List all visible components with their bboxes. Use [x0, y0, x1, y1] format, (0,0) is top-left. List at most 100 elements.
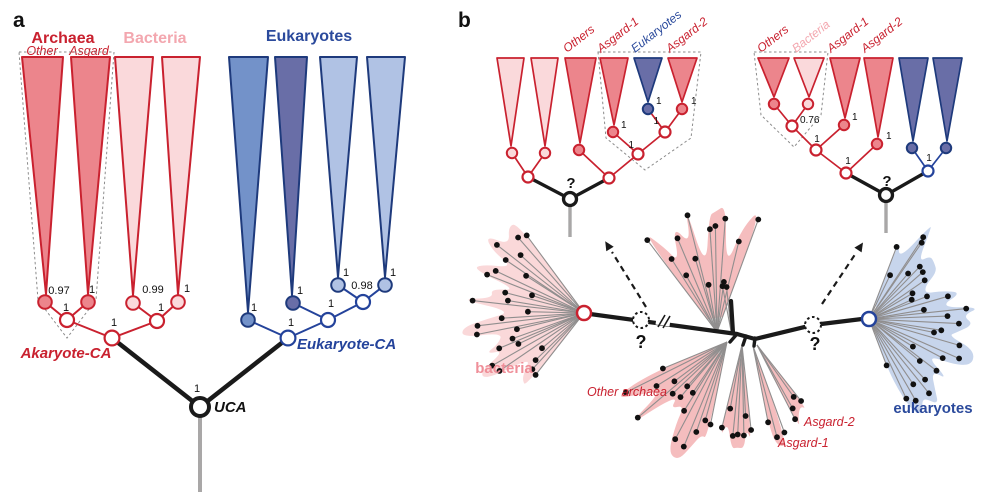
asgard-eukaryote-clade-box — [597, 51, 702, 171]
tip-dot — [909, 290, 916, 297]
tip-dot — [883, 362, 890, 369]
tip-branch — [477, 312, 585, 327]
root-question-mark: ? — [566, 175, 575, 192]
root-node — [877, 186, 895, 204]
internal-node — [839, 166, 853, 180]
support-value: 1 — [194, 383, 200, 395]
tip-dot — [729, 433, 736, 439]
tip-dot — [681, 407, 687, 414]
tip-branch — [868, 271, 924, 320]
tip-branch — [868, 273, 909, 320]
tip-dot — [680, 443, 687, 450]
support-value: 1 — [852, 112, 858, 123]
other-archaea-sublabel: Other — [26, 44, 58, 58]
tip-branch — [507, 300, 585, 314]
tip-dot — [474, 331, 480, 338]
tip-dot — [702, 417, 709, 424]
tip-branch — [868, 318, 960, 360]
tip-dot — [469, 297, 476, 304]
tip-dot — [684, 212, 691, 219]
clade-triangle-others — [757, 57, 790, 98]
tip-node-asgard1 — [837, 118, 851, 132]
tip-branches — [472, 215, 967, 447]
tip-dot — [956, 320, 962, 327]
tip-dot — [921, 306, 927, 313]
eukaryotes-label: eukaryotes — [893, 400, 972, 417]
branch-break-mark — [662, 315, 671, 329]
tip-dot — [887, 272, 893, 279]
tip-dot — [908, 296, 915, 303]
tip-dot — [705, 281, 712, 288]
tip-dot — [920, 234, 927, 241]
tip-node-eukaryote-a — [905, 141, 919, 155]
root-node — [561, 190, 579, 208]
tip-dot — [945, 293, 951, 300]
tip-dot — [903, 395, 910, 402]
clade-blob-bacteria — [462, 224, 573, 384]
uncertain-root-node-right — [804, 316, 822, 334]
tip-dots — [469, 212, 970, 450]
tip-branch — [472, 300, 585, 314]
tip-branch — [756, 344, 802, 402]
tip-dot — [722, 215, 729, 222]
tree-edges-red — [773, 103, 878, 174]
tip-dot — [712, 223, 719, 229]
tip-dot — [474, 322, 481, 329]
bacteria-heading: Bacteria — [123, 30, 186, 47]
internal-node — [785, 119, 799, 133]
support-value: 1 — [691, 96, 697, 107]
tip-dot — [734, 431, 741, 438]
clade-triangle-eukaryotes — [633, 57, 663, 103]
tip-dot — [918, 239, 925, 246]
tip-dot — [502, 289, 509, 296]
tip-dot — [505, 297, 511, 304]
tip-node-eukaryotes — [641, 102, 655, 116]
tip-branch — [491, 312, 585, 367]
tip-branch — [501, 312, 585, 319]
tip-dot — [683, 272, 690, 279]
tip-dot — [707, 421, 714, 428]
tip-branch — [732, 344, 743, 436]
tip-dot — [910, 343, 916, 350]
asgard1-label: Asgard-1 — [777, 436, 829, 450]
tip-dot — [910, 381, 917, 388]
eukaryote-edges — [247, 284, 386, 339]
tip-dot — [741, 432, 747, 439]
tip-dot — [514, 326, 520, 333]
tip-branch — [541, 312, 585, 349]
clade-triangle-eukaryote-1 — [228, 56, 269, 313]
support-value: 1 — [886, 131, 892, 142]
support-value: 0.97 — [48, 285, 69, 297]
support-value: 1 — [63, 302, 69, 314]
tip-branch — [498, 312, 585, 349]
tip-dot — [798, 398, 804, 404]
tip-dot — [922, 376, 928, 383]
support-value: 1 — [297, 285, 303, 297]
tip-branch — [868, 318, 930, 394]
tip-node-bacteria-1 — [125, 295, 141, 311]
tip-branch — [752, 345, 785, 433]
tip-branch — [708, 284, 718, 333]
tip-branch — [868, 318, 960, 346]
tip-node-asgard1 — [606, 125, 620, 139]
tip-branch — [868, 318, 935, 334]
archaea-heading: Archaea — [31, 30, 94, 47]
tip-dot — [644, 237, 651, 244]
tip-dot — [489, 362, 496, 369]
tip-branch — [737, 344, 743, 435]
tip-branch — [868, 242, 923, 320]
tip-branch — [752, 345, 778, 438]
tip-branch — [518, 312, 585, 345]
tip-branch — [505, 292, 585, 314]
internal-node — [921, 164, 935, 178]
tip-dot — [623, 389, 629, 396]
node-eukaryote-234 — [319, 311, 337, 329]
tip-branch — [637, 341, 728, 419]
tip-dot — [496, 368, 503, 374]
tip-node-bacteria — [801, 97, 815, 111]
tip-branch — [868, 318, 907, 399]
tip-dot — [532, 357, 539, 363]
support-value: 1 — [390, 267, 396, 279]
tip-branch — [741, 344, 745, 436]
